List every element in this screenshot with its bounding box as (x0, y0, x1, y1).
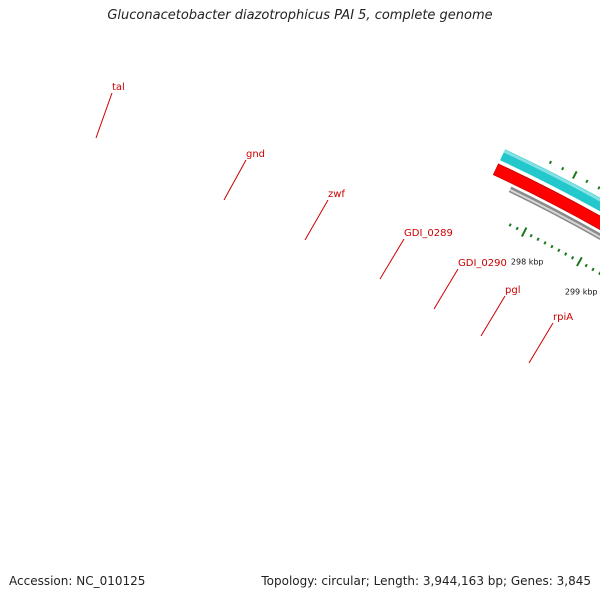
backbone-highlight (509, 188, 600, 239)
scale-tick-ring (508, 223, 600, 276)
gene-label-GDI_0290: GDI_0290 (458, 258, 507, 269)
minor-scale-tick (508, 223, 512, 227)
accession-text: Accession: NC_010125 (9, 574, 146, 588)
minor-scale-tick (570, 256, 575, 260)
minor-scale-tick (564, 252, 568, 256)
minor-scale-tick (515, 226, 519, 231)
gene-block-shine (503, 149, 600, 202)
outer-tick (585, 179, 589, 184)
gene-leader-line (379, 238, 405, 280)
gene-leader-line (480, 295, 506, 337)
gene-label-GDI_0289: GDI_0289 (404, 228, 453, 239)
reverse-gene-track (492, 163, 600, 231)
map-title: Gluconacetobacter diazotrophicus PAI 5, … (107, 8, 493, 23)
gene-label-pgl: pgl (505, 285, 520, 296)
scale-label: 298 kbp (511, 258, 544, 267)
gene-leader-line (223, 159, 247, 201)
minor-scale-tick (529, 233, 533, 238)
backbone-layer (508, 186, 600, 241)
gene-leader-line (95, 92, 113, 139)
minor-scale-tick (543, 241, 547, 245)
minor-scale-tick (536, 237, 540, 242)
minor-scale-tick (584, 263, 588, 268)
gene-label-gnd: gnd (246, 149, 265, 160)
major-scale-tick (576, 256, 583, 267)
outer-tick (548, 160, 552, 165)
minor-scale-tick (557, 248, 561, 253)
gene-label-zwf: zwf (328, 189, 345, 200)
gene-leader-line (304, 199, 329, 241)
gene-label-rpiA: rpiA (553, 312, 573, 323)
minor-scale-tick (591, 267, 595, 272)
minor-scale-tick (550, 244, 554, 249)
backbone-arc (508, 186, 600, 241)
gene-leader-line (433, 268, 459, 310)
outer-tick (597, 186, 600, 190)
outer-tick-ring (548, 160, 600, 190)
genome-stats-text: Topology: circular; Length: 3,944,163 bp… (261, 574, 591, 588)
forward-gene-track (500, 149, 600, 212)
gene-label-tal: tal (112, 82, 125, 93)
gene-leader-line (528, 322, 554, 364)
outer-tick (572, 170, 578, 179)
major-scale-tick (521, 227, 528, 237)
outer-tick (561, 166, 565, 171)
scale-label: 299 kbp (565, 287, 598, 296)
gene-block-tal (500, 149, 600, 212)
reverse-gene-arrow (492, 163, 600, 231)
